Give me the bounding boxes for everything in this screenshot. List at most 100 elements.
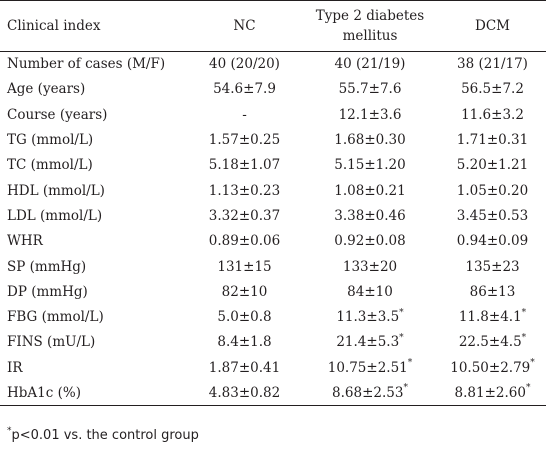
table-row: Number of cases (M/F) 40 (20/20) 40 (21/19…: [0, 52, 546, 77]
cell-clinical-index: Age (years): [0, 77, 188, 102]
cell-nc: 82±10: [188, 279, 301, 304]
cell-nc-value: 1.87±0.41: [208, 359, 281, 376]
cell-nc: 5.0±0.8: [188, 304, 301, 329]
cell-t2dm: 1.08±0.21: [301, 178, 439, 203]
table-row: Age (years) 54.6±7.9 55.7±7.6 56.5±7.2: [0, 77, 546, 102]
cell-clinical-index-value: HDL (mmol/L): [7, 182, 105, 199]
cell-nc-value: 131±15: [217, 258, 272, 275]
cell-clinical-index: TG (mmol/L): [0, 127, 188, 152]
cell-dcm: 3.45±0.53: [439, 203, 546, 228]
cell-clinical-index-value: Course (years): [7, 106, 108, 123]
cell-clinical-index-value: WHR: [7, 233, 43, 250]
footnote: *p<0.01 vs. the control group: [7, 425, 199, 443]
significance-mark: *: [521, 307, 527, 318]
cell-dcm: 86±13: [439, 279, 546, 304]
cell-t2dm-value: 1.68±0.30: [334, 132, 406, 149]
cell-clinical-index: SP (mmHg): [0, 254, 188, 279]
significance-mark: *: [525, 383, 531, 394]
cell-nc-value: 4.83±0.82: [208, 384, 281, 401]
cell-clinical-index: Number of cases (M/F): [0, 52, 188, 77]
cell-t2dm: 3.38±0.46: [301, 203, 439, 228]
cell-t2dm-value: 8.68±2.53: [332, 384, 404, 401]
header-nc: NC: [188, 0, 301, 52]
table-row: FINS (mU/L) 8.4±1.8 21.4±5.3* 22.5±4.5*: [0, 330, 546, 355]
cell-dcm: 8.81±2.60*: [439, 380, 546, 407]
cell-t2dm: 1.68±0.30: [301, 127, 439, 152]
cell-t2dm: 5.15±1.20: [301, 153, 439, 178]
cell-clinical-index-value: Age (years): [7, 81, 86, 98]
table-row: FBG (mmol/L) 5.0±0.8 11.3±3.5* 11.8±4.1*: [0, 304, 546, 329]
footnote-text: p<0.01 vs. the control group: [11, 428, 199, 443]
cell-dcm-value: 86±13: [469, 283, 516, 300]
cell-dcm: 10.50±2.79*: [439, 355, 546, 380]
table-row: SP (mmHg) 131±15 133±20 135±23: [0, 254, 546, 279]
cell-nc: 131±15: [188, 254, 301, 279]
cell-dcm: 56.5±7.2: [439, 77, 546, 102]
cell-nc: 5.18±1.07: [188, 153, 301, 178]
cell-clinical-index: HDL (mmol/L): [0, 178, 188, 203]
cell-t2dm: 11.3±3.5*: [301, 304, 439, 329]
cell-clinical-index: DP (mmHg): [0, 279, 188, 304]
cell-t2dm: 8.68±2.53*: [301, 380, 439, 407]
table-row: LDL (mmol/L) 3.32±0.37 3.38±0.46 3.45±0.53: [0, 203, 546, 228]
cell-t2dm-value: 21.4±5.3: [336, 334, 400, 351]
cell-clinical-index: LDL (mmol/L): [0, 203, 188, 228]
table-row: WHR 0.89±0.06 0.92±0.08 0.94±0.09: [0, 229, 546, 254]
cell-dcm-value: 5.20±1.21: [456, 157, 529, 174]
cell-t2dm: 133±20: [301, 254, 439, 279]
header-type2-diabetes: Type 2 diabetes mellitus: [301, 0, 439, 52]
cell-nc: 8.4±1.8: [188, 330, 301, 355]
cell-nc-value: 1.57±0.25: [208, 132, 281, 149]
cell-dcm-value: 11.8±4.1: [458, 309, 522, 326]
table-row: HbA1c (%) 4.83±0.82 8.68±2.53* 8.81±2.60*: [0, 380, 546, 407]
cell-nc: 1.87±0.41: [188, 355, 301, 380]
cell-clinical-index: WHR: [0, 229, 188, 254]
cell-nc-value: 40 (20/20): [209, 56, 280, 73]
cell-dcm: 1.71±0.31: [439, 127, 546, 152]
cell-t2dm: 0.92±0.08: [301, 229, 439, 254]
table-body: Number of cases (M/F) 40 (20/20) 40 (21/19…: [0, 52, 546, 407]
cell-dcm: 1.05±0.20: [439, 178, 546, 203]
cell-dcm: 5.20±1.21: [439, 153, 546, 178]
cell-dcm: 11.8±4.1*: [439, 304, 546, 329]
cell-dcm-value: 135±23: [465, 258, 520, 275]
table-row: IR 1.87±0.41 10.75±2.51* 10.50±2.79*: [0, 355, 546, 380]
cell-t2dm-value: 5.15±1.20: [334, 157, 406, 174]
cell-nc-value: 3.32±0.37: [208, 207, 281, 224]
cell-dcm-value: 10.50±2.79: [450, 359, 531, 376]
table-row: HDL (mmol/L) 1.13±0.23 1.08±0.21 1.05±0.20: [0, 178, 546, 203]
cell-dcm-value: 22.5±4.5: [458, 334, 522, 351]
cell-t2dm-value: 84±10: [347, 283, 393, 300]
cell-dcm-value: 3.45±0.53: [456, 207, 529, 224]
cell-nc: 4.83±0.82: [188, 380, 301, 407]
cell-nc-value: 54.6±7.9: [213, 81, 276, 98]
cell-nc: 40 (20/20): [188, 52, 301, 77]
header-type2-diabetes-line2: mellitus: [342, 28, 398, 44]
cell-t2dm-value: 40 (21/19): [334, 56, 406, 73]
footnote-mark: *: [7, 425, 12, 436]
cell-clinical-index-value: FINS (mU/L): [7, 334, 96, 351]
cell-t2dm: 10.75±2.51*: [301, 355, 439, 380]
table-row: DP (mmHg) 82±10 84±10 86±13: [0, 279, 546, 304]
cell-clinical-index-value: DP (mmHg): [7, 283, 88, 300]
header-row: Clinical index NC Type 2 diabetes mellit…: [0, 0, 546, 52]
cell-t2dm-value: 10.75±2.51: [327, 359, 408, 376]
cell-dcm: 0.94±0.09: [439, 229, 546, 254]
cell-clinical-index-value: LDL (mmol/L): [7, 207, 103, 224]
cell-dcm: 11.6±3.2: [439, 102, 546, 127]
cell-t2dm-value: 3.38±0.46: [334, 207, 406, 224]
cell-t2dm: 55.7±7.6: [301, 77, 439, 102]
cell-nc-value: 5.18±1.07: [208, 157, 281, 174]
header-clinical-index: Clinical index: [0, 0, 188, 52]
cell-t2dm-value: 133±20: [342, 258, 398, 275]
cell-dcm-value: 1.71±0.31: [456, 132, 529, 149]
significance-mark: *: [399, 332, 404, 343]
cell-t2dm-value: 55.7±7.6: [338, 81, 402, 98]
header-dcm: DCM: [439, 0, 546, 52]
significance-mark: *: [403, 383, 408, 394]
significance-mark: *: [407, 358, 413, 369]
cell-clinical-index-value: TG (mmol/L): [7, 132, 94, 149]
cell-t2dm: 12.1±3.6: [301, 102, 439, 127]
cell-clinical-index-value: FBG (mmol/L): [7, 309, 104, 326]
